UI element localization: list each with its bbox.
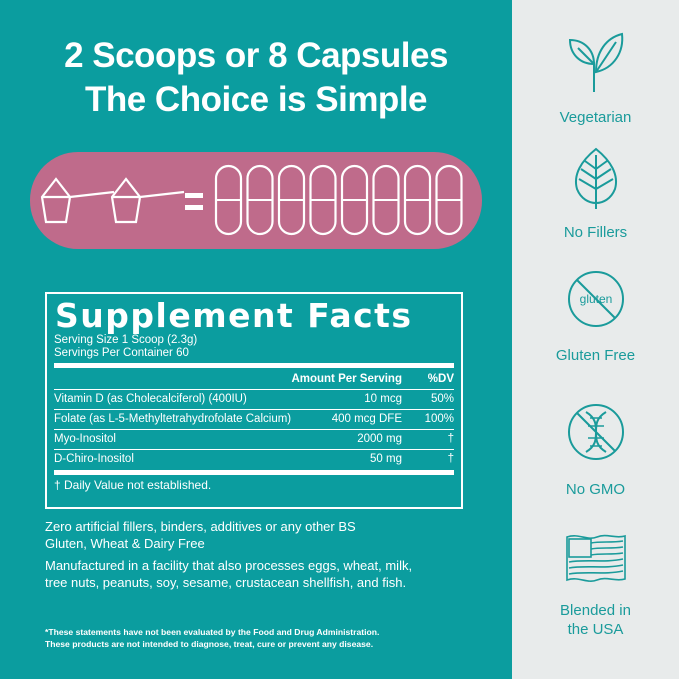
facts-amount: 50 mg [370, 453, 402, 465]
feature-no-gmo: No GMO [512, 402, 679, 499]
supplement-facts-panel: Supplement Facts Serving Size 1 Scoop (2… [45, 292, 463, 509]
leaf-icon [574, 147, 617, 209]
serving-size: Serving Size 1 Scoop (2.3g) [54, 334, 198, 346]
facts-name: D-Chiro-Inositol [54, 453, 134, 465]
allergen-line1: Manufactured in a facility that also pro… [45, 558, 413, 573]
divider [54, 470, 454, 475]
equals-bar [185, 193, 203, 198]
left-panel: 2 Scoops or 8 Capsules The Choice is Sim… [30, 36, 482, 650]
facts-amount: 10 mcg [364, 393, 402, 405]
feature-label: Gluten Free [555, 347, 636, 364]
feature-label: No GMO [565, 481, 626, 498]
claim-line1: Zero artificial fillers, binders, additi… [45, 519, 356, 534]
feature-label-line1: Blended in [560, 602, 631, 619]
sprout-icon [568, 32, 623, 92]
dv-header: %DV [427, 373, 454, 385]
facts-row: Myo-Inositol 2000 mg † [54, 430, 454, 450]
feature-label: No Fillers [563, 224, 628, 241]
facts-footnote: † Daily Value not established. [54, 478, 212, 492]
feature-vegetarian: Vegetarian [512, 28, 679, 127]
no-gluten-icon: gluten [567, 271, 624, 327]
feature-label: Vegetarian [559, 109, 632, 126]
no-gmo-icon [567, 404, 624, 460]
facts-name: Myo-Inositol [54, 433, 116, 445]
feature-blended-usa: Blended in the USA [512, 533, 679, 639]
feature-gluten-free: gluten Gluten Free [512, 269, 679, 365]
facts-amount: 400 mcg DFE [331, 413, 402, 425]
scoop-capsule-equation [30, 152, 482, 249]
equals-bar [185, 205, 203, 210]
facts-dv: † [447, 453, 454, 465]
disclaimer: *These statements have not been evaluate… [45, 626, 379, 650]
feature-no-fillers: No Fillers [512, 147, 679, 242]
facts-amount: 2000 mg [357, 433, 402, 445]
scoop-icon [110, 177, 185, 224]
facts-name: Folate (as L-5-Methyltetrahydrofolate Ca… [54, 413, 292, 425]
facts-row: D-Chiro-Inositol 50 mg † [54, 450, 454, 469]
servings-per-container: Servings Per Container 60 [54, 347, 189, 359]
headline-line2: The Choice is Simple [84, 80, 428, 119]
disclaimer-line1: *These statements have not been evaluate… [45, 627, 380, 637]
facts-dv: 50% [430, 393, 454, 405]
allergen-line2: tree nuts, peanuts, soy, sesame, crustac… [45, 575, 407, 590]
headline-line1: 2 Scoops or 8 Capsules [64, 36, 448, 75]
feature-label-line2: the USA [567, 621, 624, 638]
facts-dv: † [447, 433, 454, 445]
claim-line2: Gluten, Wheat & Dairy Free [45, 536, 205, 551]
supplement-facts-title: Supplement Facts [55, 296, 413, 335]
equation-graphic [40, 164, 463, 236]
facts-header: Amount Per Serving %DV [54, 370, 454, 390]
gluten-icon-text: gluten [579, 292, 612, 306]
facts-dv: 100% [424, 413, 454, 425]
features-panel: Vegetarian No Fillers gluten Gluten Free… [512, 0, 679, 679]
facts-row: Folate (as L-5-Methyltetrahydrofolate Ca… [54, 410, 454, 430]
scoop-icon [40, 177, 115, 224]
us-flag-icon [565, 534, 626, 582]
amount-header: Amount Per Serving [291, 373, 402, 385]
facts-name: Vitamin D (as Cholecalciferol) (400IU) [54, 393, 247, 405]
facts-row: Vitamin D (as Cholecalciferol) (400IU) 10… [54, 390, 454, 410]
disclaimer-line2: These products are not intended to diagn… [45, 639, 374, 649]
divider [54, 363, 454, 368]
